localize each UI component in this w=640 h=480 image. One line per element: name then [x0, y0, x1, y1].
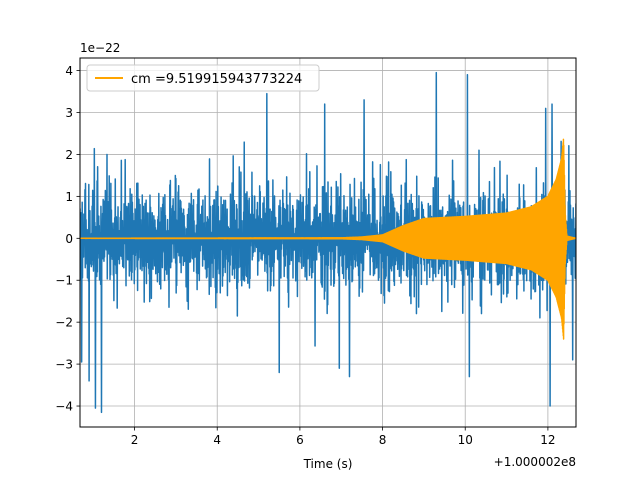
y-tick-label: 3: [65, 106, 73, 120]
y-tick-label: −4: [55, 400, 73, 414]
legend-label-template: cm =9.519915943773224: [131, 72, 302, 87]
x-tick-label: 6: [296, 433, 304, 447]
plot-frame: [79, 57, 577, 428]
y-tick-label: 2: [65, 148, 73, 162]
x-tick-label: 10: [458, 433, 473, 447]
y-axis-scale-label: 1e−22: [80, 41, 120, 55]
x-axis-offset-label: +1.000002e8: [494, 455, 576, 469]
y-tick-label: −3: [55, 358, 73, 372]
x-axis-ticks: 2 4 6 8 10 12: [131, 427, 556, 447]
x-tick-label: 8: [379, 433, 387, 447]
series-layer: [80, 71, 576, 414]
y-tick-label: 4: [65, 64, 73, 78]
legend: cm =9.519915943773224: [86, 64, 320, 92]
x-tick-label: 2: [131, 433, 139, 447]
y-tick-label: −1: [55, 274, 73, 288]
y-tick-label: 1: [65, 190, 73, 204]
x-tick-label: 4: [213, 433, 221, 447]
x-axis-label: Time (s): [303, 457, 353, 471]
y-axis-ticks: −4 −3 −2 −1 0 1 2 3 4: [55, 64, 80, 414]
y-tick-label: −2: [55, 316, 73, 330]
x-tick-label: 12: [540, 433, 555, 447]
series-line-template: [80, 138, 576, 340]
legend-box: [86, 64, 320, 92]
y-tick-label: 0: [65, 232, 73, 246]
